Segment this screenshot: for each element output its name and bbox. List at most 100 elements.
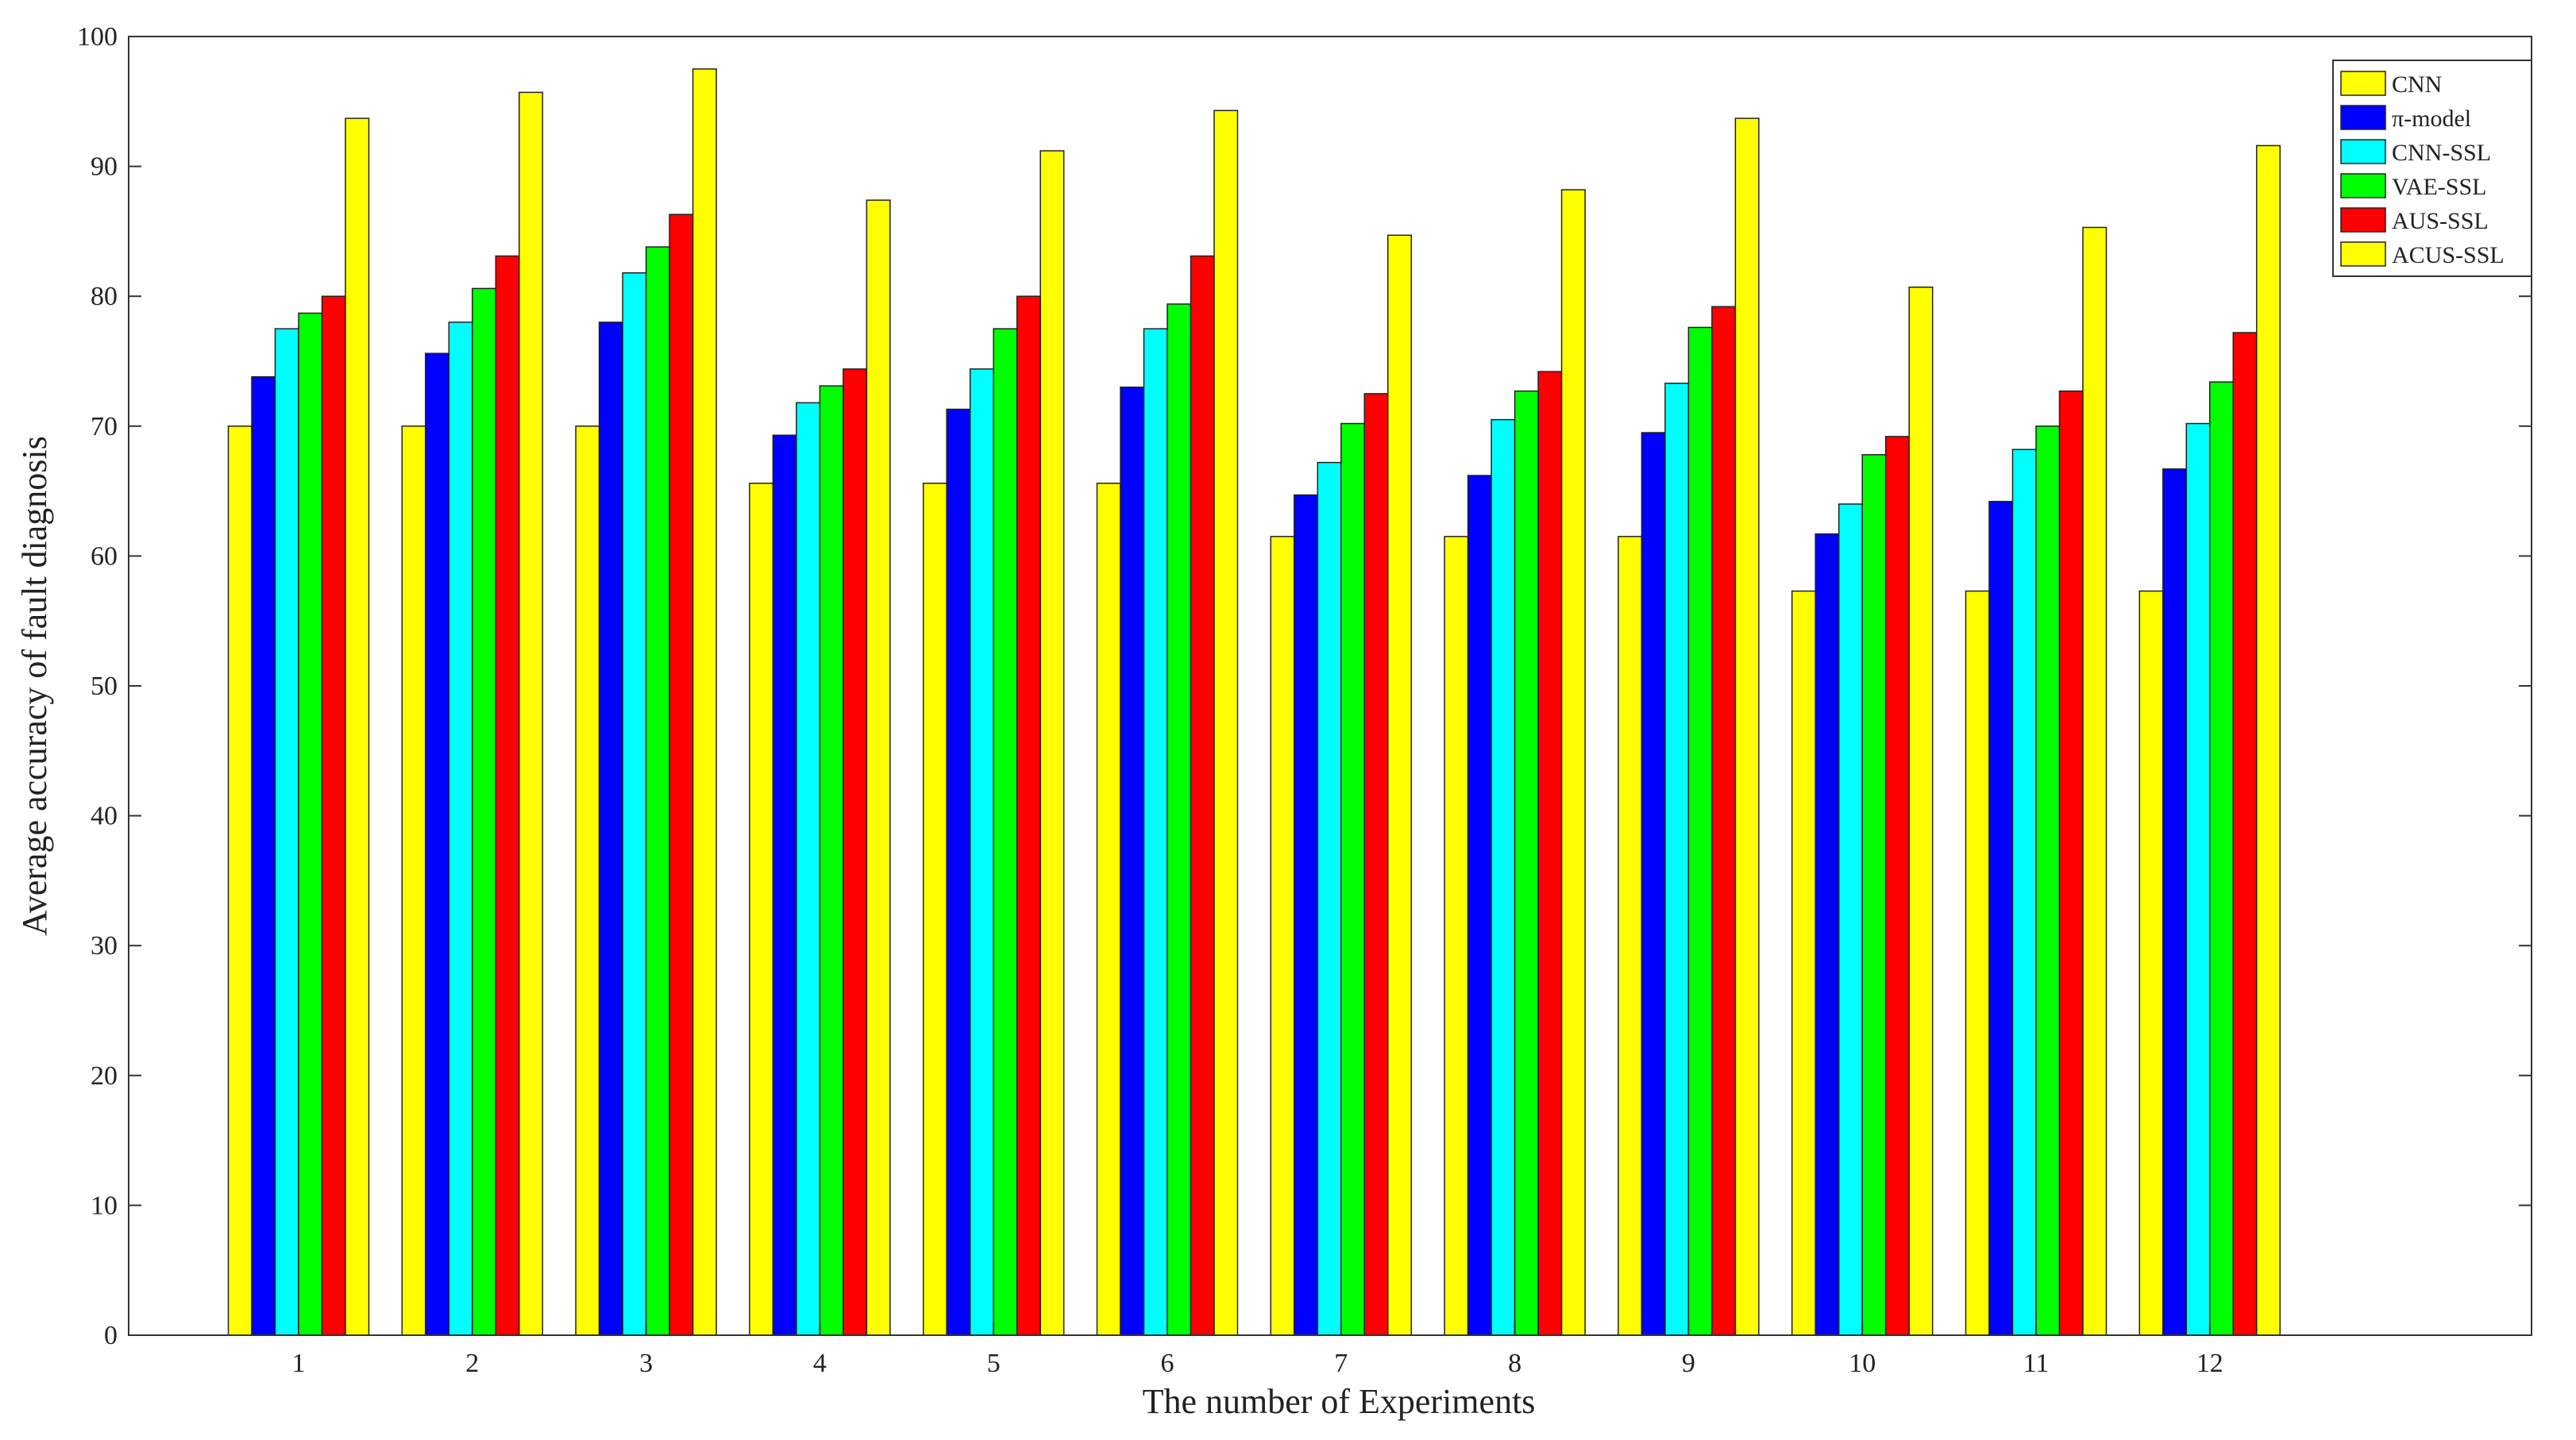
bar-acus-ssl-exp-6 [1213,110,1239,1336]
y-tick-label: 50 [91,672,118,701]
legend-label: AUS-SSL [2392,208,2489,234]
y-tick-label: 80 [91,282,118,311]
x-tick-label: 5 [987,1349,1001,1378]
bar--model-exp-6 [1120,386,1145,1336]
bar--model-exp-11 [1988,500,2014,1336]
bar-vae-ssl-exp-3 [645,246,670,1336]
bar-acus-ssl-exp-1 [345,117,370,1336]
legend-swatch [2340,241,2386,267]
bar-aus-ssl-exp-11 [2058,390,2084,1336]
bar-aus-ssl-exp-2 [495,255,520,1336]
bar-cnn-ssl-exp-5 [969,368,994,1336]
x-tick-label: 4 [813,1349,827,1378]
legend-label: CNN-SSL [2392,140,2491,166]
legend-swatch [2340,139,2386,164]
y-tick-label: 100 [77,22,118,52]
bar-vae-ssl-exp-9 [1687,326,1713,1336]
bar-aus-ssl-exp-3 [669,214,694,1336]
bar--model-exp-9 [1641,432,1666,1336]
y-tick-label: 0 [104,1321,118,1350]
bar--model-exp-7 [1294,494,1319,1336]
legend-swatch [2340,105,2386,130]
bar-cnn-exp-3 [575,425,600,1336]
bar-cnn-ssl-exp-2 [448,321,473,1336]
bar-cnn-exp-10 [1791,590,1816,1336]
y-axis-title: Average accuracy of fault diagnosis [15,436,54,936]
bar-aus-ssl-exp-6 [1190,255,1215,1336]
bar-aus-ssl-exp-10 [1884,436,1910,1336]
x-axis-title: The number of Experiments [1143,1382,1536,1421]
bar-aus-ssl-exp-9 [1711,306,1737,1336]
y-tick-label: 30 [91,931,118,961]
legend-label: CNN [2392,71,2442,98]
bar-acus-ssl-exp-7 [1387,234,1413,1336]
bar--model-exp-10 [1814,533,1840,1336]
bar-vae-ssl-exp-4 [819,385,844,1336]
bar-cnn-exp-1 [227,425,253,1336]
bar--model-exp-5 [946,408,971,1336]
bar-acus-ssl-exp-4 [866,199,891,1336]
bar-cnn-exp-2 [401,425,426,1336]
x-tick-label: 11 [2023,1349,2050,1378]
bar-cnn-ssl-exp-6 [1143,328,1168,1336]
bar-vae-ssl-exp-12 [2209,381,2235,1336]
bar-cnn-exp-4 [749,483,774,1336]
bar-aus-ssl-exp-12 [2232,332,2258,1336]
legend-label: π-model [2392,106,2471,132]
legend: CNN π-model CNN-SSL VAE-SSL AUS-SSL ACUS-SSL [2332,60,2532,277]
x-tick-label: 10 [1849,1349,1876,1378]
bar-cnn-ssl-exp-4 [796,402,821,1336]
bar-vae-ssl-exp-6 [1167,303,1192,1336]
bar-cnn-ssl-exp-9 [1664,383,1690,1336]
bar-acus-ssl-exp-8 [1560,189,1586,1336]
bar-cnn-ssl-exp-10 [1838,503,1863,1336]
bar-aus-ssl-exp-8 [1537,371,1563,1336]
x-tick-label: 6 [1161,1349,1174,1378]
bar-cnn-exp-8 [1444,536,1469,1336]
bar-vae-ssl-exp-5 [993,328,1018,1336]
y-tick-label: 20 [91,1061,118,1091]
bar-cnn-ssl-exp-1 [274,328,299,1336]
bar-aus-ssl-exp-5 [1016,295,1041,1336]
bar-cnn-ssl-exp-12 [2185,422,2211,1336]
x-tick-label: 8 [1508,1349,1521,1378]
bar--model-exp-12 [2162,468,2188,1336]
bar-cnn-exp-9 [1618,536,1643,1336]
legend-swatch [2340,173,2386,198]
y-tick-label: 60 [91,541,118,571]
bar-cnn-ssl-exp-7 [1317,461,1342,1336]
bar--model-exp-8 [1467,475,1492,1336]
y-tick-label: 70 [91,412,118,441]
bar-vae-ssl-exp-11 [2035,425,2061,1336]
bar-cnn-exp-11 [1965,590,1990,1336]
bar-acus-ssl-exp-12 [2256,144,2281,1336]
bar-aus-ssl-exp-7 [1363,393,1389,1336]
bar-cnn-ssl-exp-8 [1490,418,1516,1336]
x-tick-label: 3 [639,1349,653,1378]
bar-acus-ssl-exp-3 [692,68,717,1336]
bar-acus-ssl-exp-5 [1039,150,1065,1336]
legend-swatch [2340,207,2386,233]
bar-cnn-exp-6 [1096,483,1121,1336]
y-tick-label: 10 [91,1191,118,1220]
bar-cnn-exp-7 [1270,536,1295,1336]
bar-acus-ssl-exp-10 [1908,286,1934,1336]
x-tick-label: 7 [1334,1349,1348,1378]
bar--model-exp-1 [251,375,276,1336]
x-tick-label: 2 [465,1349,479,1378]
x-tick-label: 1 [292,1349,306,1378]
bar-cnn-exp-5 [922,483,947,1336]
legend-swatch [2340,71,2386,96]
bar-vae-ssl-exp-8 [1514,390,1539,1336]
bar-acus-ssl-exp-2 [519,91,544,1336]
legend-box [2332,60,2532,277]
y-tick-label: 40 [91,802,118,831]
bar-vae-ssl-exp-7 [1340,422,1366,1336]
bar-cnn-exp-12 [2138,590,2164,1336]
bar--model-exp-2 [425,352,450,1336]
bar-cnn-ssl-exp-11 [2011,449,2037,1336]
bar-vae-ssl-exp-10 [1861,454,1887,1336]
